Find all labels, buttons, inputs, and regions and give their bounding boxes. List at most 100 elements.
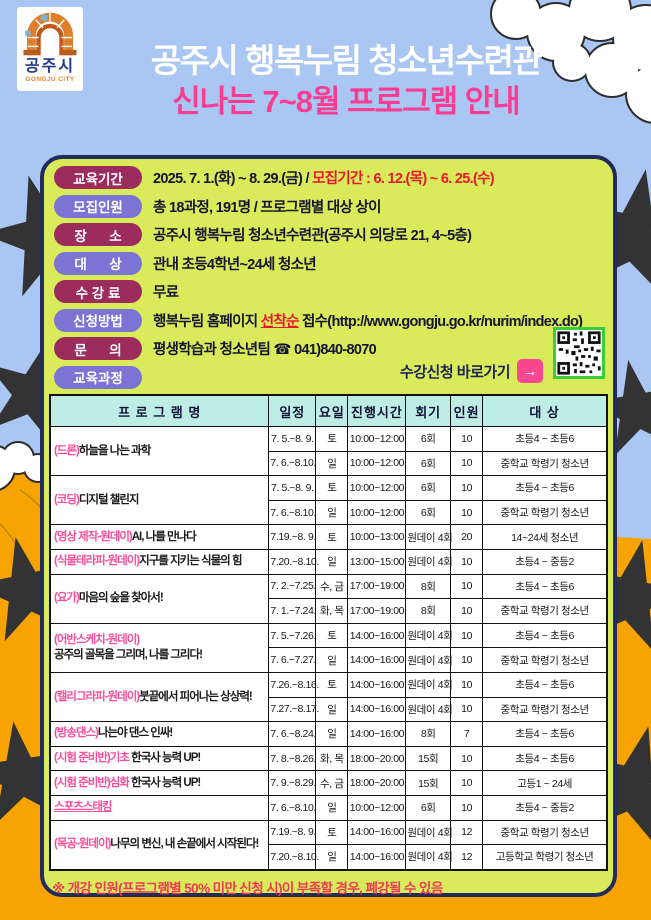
session-target: 초등4 ~ 초등6 — [482, 573, 608, 600]
program-name: (어반스케치-원데이) 공주의 골목을 그리며, 나를 그리다! — [49, 622, 270, 673]
session-cap: 12 — [449, 844, 484, 871]
program-name: (드론)하늘을 나는 과학 — [49, 425, 270, 477]
session-cap: 10 — [449, 598, 484, 624]
session-time: 14:00~16:00 — [347, 647, 407, 673]
session-dates: 7. 5.~8. 9. — [268, 475, 317, 501]
table-row: 7. 6.~7.27. 일 14:00~16:00 원데이 4회 10 중학교 학령기 청… — [50, 647, 608, 673]
session-count: 6회 — [405, 794, 451, 821]
session-day: 토 — [315, 622, 349, 649]
table-row: 7. 6.~8.10. 일 10:00~12:00 6회 10 중학교 학령기 청소년 — [50, 450, 608, 477]
session-target: 중학교 학령기 청소년 — [482, 499, 608, 526]
info-label-pill: 수 강 료 — [54, 280, 142, 303]
session-time: 10:00~13:00 — [347, 524, 407, 550]
session-time: 17:00~19:00 — [347, 598, 407, 624]
arrow-right-icon: → — [522, 362, 538, 380]
session-time: 17:00~19:00 — [347, 573, 407, 600]
session-dates: 7. 6.~8.10. — [268, 450, 316, 477]
session-day: 일 — [315, 844, 349, 871]
session-time: 10:00~12:00 — [347, 450, 407, 477]
session-day: 토 — [315, 524, 349, 550]
session-cap: 7 — [449, 721, 484, 747]
session-count: 원데이 4회 — [405, 844, 453, 871]
program-name: 스포츠스태킹 — [49, 794, 270, 821]
table-row: (요가)마음의 숲을 찾아서! 7. 2.~7.25. 수, 금 17:00~19:0… — [49, 573, 608, 624]
session-dates: 7. 8.~8.26. — [268, 745, 316, 772]
table-row: (어반스케치-원데이) 공주의 골목을 그리며, 나를 그리다! 7. 5.~7.2… — [49, 622, 608, 673]
session-count: 6회 — [405, 426, 451, 452]
session-dates: 7. 6.~8.10. — [268, 499, 316, 526]
session-cap: 10 — [449, 548, 484, 575]
session-time: 10:00~12:00 — [347, 794, 407, 821]
session-day: 화, 목 — [315, 745, 349, 772]
star-icon — [7, 761, 35, 788]
table-body: (드론)하늘을 나는 과학 7. 5.~8. 9. 토 10:00~12:00 6회 10… — [49, 425, 608, 871]
session-time: 14:00~16:00 — [347, 696, 407, 723]
program-panel: 교육기간 2025. 7. 1.(화) ~ 8. 29.(금) / 모집기간 : … — [40, 155, 617, 897]
apply-link-label[interactable]: 수강신청 바로가기 — [399, 363, 511, 381]
session-count: 8회 — [405, 573, 451, 600]
column-header: 프 로 그 램 명 — [49, 394, 270, 427]
session-dates: 7. 9.~8.29. — [268, 770, 316, 796]
session-target: 초등4 ~ 초등6 — [482, 671, 608, 698]
info-row: 신청방법 행복누림 홈페이지 선착순 접수(http://www.gongju.g… — [54, 308, 608, 332]
session-cap: 10 — [449, 450, 484, 477]
session-target: 중학교 학령기 청소년 — [482, 647, 608, 673]
star-icon — [617, 218, 651, 252]
info-label-pill: 교육기간 — [54, 166, 142, 189]
program-table: 프 로 그 램 명 일정 요일 진행시간 회기 인원 대 상 (드론)하늘을 나는 과학 7.… — [49, 394, 608, 871]
session-day: 일 — [315, 794, 349, 821]
program-name: (식물테라피-원데이)지구를 지키는 식물의 힘 — [49, 548, 270, 575]
session-time: 14:00~16:00 — [347, 671, 407, 698]
session-dates: 7. 6.~8.24. — [268, 721, 316, 747]
session-dates: 7. 6.~8.10. — [268, 794, 316, 821]
session-count: 15회 — [405, 745, 451, 772]
page-title: 공주시 행복누림 청소년수련관 — [150, 42, 543, 79]
table-row: 스포츠스태킹 7. 6.~8.10. 일 10:00~12:00 6회 10 초등4 ~ 중… — [49, 794, 608, 821]
session-count: 8회 — [405, 598, 451, 624]
session-cap: 10 — [449, 745, 484, 772]
footnote: ※ 개강 인원(프로그램별 50% 미만 신청 시)이 부족할 경우, 폐강될 … — [52, 880, 443, 896]
info-label-pill: 문 의 — [54, 337, 142, 360]
star-icon — [12, 576, 41, 604]
session-cap: 10 — [449, 622, 484, 649]
info-value: 무료 — [153, 285, 179, 301]
poster-header: 공주시 행복누림 청소년수련관 신나는 7~8월 프로그램 안내 — [88, 42, 604, 120]
session-target: 고등학교 학령기 청소년 — [482, 844, 608, 871]
star-icon — [624, 396, 650, 421]
qr-code[interactable] — [553, 327, 605, 379]
star-icon — [616, 770, 650, 803]
session-target: 초등4 ~ 초등6 — [482, 721, 608, 747]
session-cap: 10 — [449, 696, 484, 723]
table-row: (식물테라피-원데이)지구를 지키는 식물의 힘 7.20.~8.10. 일 13:0… — [49, 548, 608, 575]
session-count: 원데이 4회 — [405, 647, 453, 673]
session-day: 토 — [315, 671, 349, 698]
apply-link[interactable]: 수강신청 바로가기 → — [400, 359, 543, 383]
info-value: 총 18과정, 191명 / 프로그램별 대상 상이 — [153, 199, 381, 216]
session-target: 초등4 ~ 중등2 — [482, 794, 608, 821]
info-label-pill: 모집인원 — [54, 194, 142, 218]
program-name: (목공-원데이)나무의 변신, 내 손끝에서 시작된다! — [49, 819, 270, 871]
info-row: 문 의 평생학습과 청소년팀 ☎ 041)840-8070 — [54, 337, 608, 360]
session-day: 토 — [315, 426, 349, 452]
star-icon — [615, 582, 646, 612]
table-row: (코딩)디지털 챌린지 7. 5.~8. 9. 토 10:00~12:00 6회 10 초등… — [49, 475, 608, 526]
session-day: 일 — [315, 647, 349, 673]
info-value: 평생학습과 청소년팀 ☎ 041)840-8070 — [153, 342, 377, 358]
table-row: (드론)하늘을 나는 과학 7. 5.~8. 9. 토 10:00~12:00 6회 10… — [49, 425, 608, 477]
info-value: 2025. 7. 1.(화) ~ 8. 29.(금) / 모집기간 : 6. 1… — [153, 171, 495, 187]
session-cap: 10 — [449, 794, 484, 821]
session-dates: 7.26.~8.16. — [268, 671, 319, 698]
session-target: 중학교 학령기 청소년 — [482, 598, 608, 624]
info-label-pill: 대 상 — [54, 251, 142, 275]
session-dates: 7.19.~8. 9. — [268, 524, 316, 550]
column-header: 대 상 — [482, 394, 608, 427]
apply-arrow-button[interactable]: → — [517, 359, 543, 383]
session-cap: 10 — [449, 647, 484, 673]
logo-city-name-en: GONGJU CITY — [25, 76, 75, 83]
info-row: 교육기간 2025. 7. 1.(화) ~ 8. 29.(금) / 모집기간 : … — [54, 166, 608, 189]
session-count: 6회 — [405, 499, 451, 526]
session-dates: 7.20.~8.10. — [268, 548, 319, 575]
session-day: 토 — [315, 819, 349, 846]
session-dates: 7.20.~8.10. — [268, 844, 319, 871]
